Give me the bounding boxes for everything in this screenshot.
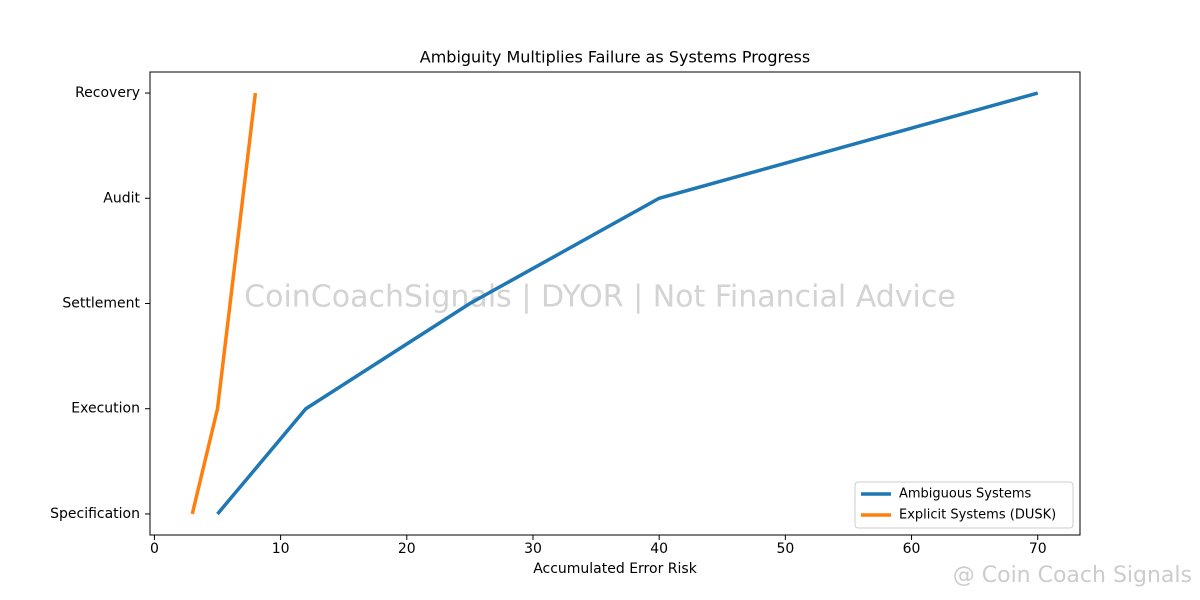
x-axis-label: Accumulated Error Risk (533, 561, 698, 577)
x-tick-label: 70 (1029, 541, 1047, 557)
x-tick-label: 0 (150, 541, 159, 557)
legend-box (854, 481, 1074, 529)
y-tick-label: Specification (50, 506, 140, 522)
watermark: CoinCoachSignals | DYOR | Not Financial … (244, 280, 956, 315)
x-tick-label: 20 (398, 541, 416, 557)
series-line (216, 91, 1039, 516)
x-tick-label: 50 (776, 541, 794, 557)
x-tick-label: 10 (272, 541, 290, 557)
legend-label: Explicit Systems (DUSK) (899, 508, 1056, 523)
chart-title: Ambiguity Multiplies Failure as Systems … (420, 48, 810, 67)
y-tick-label: Execution (71, 401, 140, 417)
x-tick-label: 60 (903, 541, 921, 557)
y-tick-label: Audit (103, 190, 140, 206)
series-line (190, 92, 258, 515)
x-tick-label: 40 (650, 541, 668, 557)
corner-watermark: @ Coin Coach Signals (953, 563, 1192, 588)
x-tick-label: 30 (524, 541, 542, 557)
legend-label: Ambiguous Systems (899, 487, 1031, 502)
y-tick-label: Recovery (75, 85, 140, 101)
y-tick-label: Settlement (62, 296, 140, 312)
